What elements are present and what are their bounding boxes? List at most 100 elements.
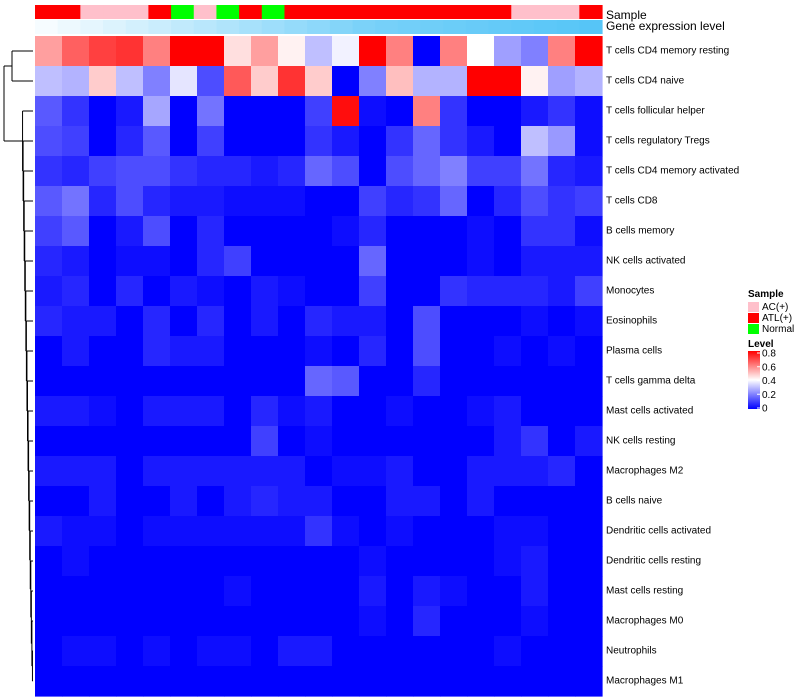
sample-legend-swatch	[748, 324, 759, 334]
heatmap-cell	[386, 396, 414, 427]
heatmap-cell	[197, 366, 225, 397]
heatmap-cell	[494, 576, 522, 607]
sample-annotation-cell	[397, 5, 422, 19]
heatmap-cell	[278, 66, 306, 97]
heatmap-cell	[359, 246, 387, 277]
heatmap-cell	[35, 66, 63, 97]
heatmap-cell	[359, 156, 387, 187]
heatmap-cell	[548, 186, 576, 217]
heatmap-cell	[143, 186, 171, 217]
heatmap-cell	[440, 456, 468, 487]
heatmap-cell	[197, 126, 225, 157]
heatmap-cell	[89, 666, 117, 697]
heatmap-cell	[467, 246, 495, 277]
heatmap-cell	[386, 276, 414, 307]
heatmap-cell	[224, 156, 252, 187]
heatmap-cell	[224, 126, 252, 157]
heatmap-cell	[116, 66, 144, 97]
heatmap-cell	[224, 486, 252, 517]
heatmap-cell	[413, 306, 441, 337]
heatmap-cell	[143, 516, 171, 547]
heatmap-cell	[116, 186, 144, 217]
heatmap-cell	[494, 516, 522, 547]
heatmap-cell	[278, 276, 306, 307]
heatmap-cell	[305, 126, 333, 157]
heatmap-cell	[548, 366, 576, 397]
heatmap-cell	[494, 366, 522, 397]
heatmap-cell	[116, 366, 144, 397]
heatmap-cell	[332, 186, 360, 217]
heatmap-cell	[89, 336, 117, 367]
heatmap-cell	[251, 396, 279, 427]
heatmap-cell	[35, 546, 63, 577]
heatmap-cell	[332, 276, 360, 307]
heatmap-cell	[170, 636, 198, 667]
expression-annotation-cell	[171, 20, 195, 34]
heatmap-cell	[305, 96, 333, 127]
heatmap-cell	[143, 126, 171, 157]
heatmap-cell	[197, 96, 225, 127]
heatmap-cell	[494, 306, 522, 337]
heatmap-cell	[467, 156, 495, 187]
sample-annotation-cell	[103, 5, 127, 19]
heatmap-cell	[89, 96, 117, 127]
heatmap-cell	[89, 636, 117, 667]
heatmap-cell	[197, 606, 225, 637]
sample-annotation-cell	[57, 5, 81, 19]
heatmap-cell	[521, 576, 549, 607]
level-tick-label: 0.2	[762, 390, 776, 401]
heatmap-cell	[170, 246, 198, 277]
row-label: Mast cells resting	[606, 586, 683, 597]
heatmap-cell	[467, 66, 495, 97]
heatmap-cell	[386, 216, 414, 247]
heatmap-cell	[413, 66, 441, 97]
heatmap-cell	[197, 276, 225, 307]
sample-legend-title: Sample	[748, 289, 784, 300]
heatmap-cell	[278, 576, 306, 607]
heatmap-cell	[278, 186, 306, 217]
heatmap-cell	[116, 36, 144, 67]
heatmap-cell	[359, 66, 387, 97]
heatmap-cell	[359, 576, 387, 607]
row-label: NK cells resting	[606, 436, 675, 447]
heatmap-cell	[251, 546, 279, 577]
heatmap-cell	[548, 396, 576, 427]
sample-annotation-cell	[193, 5, 218, 19]
heatmap-cell	[467, 96, 495, 127]
heatmap-cell	[494, 456, 522, 487]
sample-legend-entries: AC(+)ATL(+)Normal	[748, 302, 794, 335]
heatmap-cell	[548, 276, 576, 307]
sample-legend-label: Normal	[762, 324, 794, 335]
expression-annotation-cell	[443, 20, 467, 34]
expression-annotation-cell	[329, 20, 354, 34]
heatmap-cell	[116, 276, 144, 307]
heatmap-cell	[548, 456, 576, 487]
heatmap-cell	[332, 606, 360, 637]
heatmap-cell	[386, 36, 414, 67]
heatmap-cell	[89, 366, 117, 397]
heatmap-cell	[224, 246, 252, 277]
heatmap-cell	[62, 636, 90, 667]
heatmap-cell	[197, 636, 225, 667]
heatmap-cell	[251, 66, 279, 97]
heatmap-cell	[224, 66, 252, 97]
heatmap-cell	[575, 156, 603, 187]
heatmap-cell	[548, 516, 576, 547]
heatmap-cell	[62, 546, 90, 577]
heatmap-cell	[440, 366, 468, 397]
heatmap-cell	[197, 516, 225, 547]
heatmap-cell	[359, 666, 387, 697]
heatmap-cell	[278, 636, 306, 667]
heatmap-cell	[521, 336, 549, 367]
heatmap-cell	[197, 36, 225, 67]
heatmap-cell	[197, 306, 225, 337]
row-label: Dendritic cells activated	[606, 526, 711, 537]
heatmap-cell	[305, 156, 333, 187]
heatmap-cell	[359, 516, 387, 547]
heatmap-cell	[197, 486, 225, 517]
sample-legend-label: AC(+)	[762, 302, 788, 313]
heatmap-cell	[440, 246, 468, 277]
sample-annotation-cell	[171, 5, 195, 19]
heatmap-cell	[170, 576, 198, 607]
heatmap-cell	[116, 246, 144, 277]
